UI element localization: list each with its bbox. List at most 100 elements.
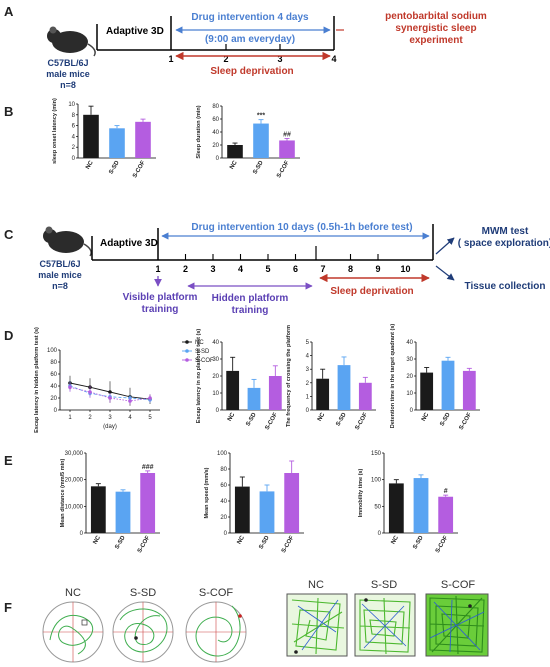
chart-b1-category-label: S-COF	[132, 160, 147, 179]
c-n: n=8	[52, 281, 68, 291]
a-tick-1: 1	[168, 54, 173, 64]
c-tick-label: 9	[375, 264, 380, 274]
a-n: n=8	[60, 80, 76, 90]
chart-d3-ytick-label: 0	[306, 408, 310, 414]
chart-d4-category-label: NC	[421, 411, 431, 422]
c-tick-label: 1	[155, 264, 160, 274]
chart-b2-ylabel: Sleep duration (min)	[196, 105, 202, 158]
chart-d1-point-s-cof	[88, 390, 92, 394]
chart-b1-ytick-label: 8	[72, 113, 76, 119]
c-tick-label: 10	[400, 264, 410, 274]
chart-d2-bar-s-sd	[247, 387, 261, 410]
chart-d1-point-s-cof	[148, 396, 152, 400]
chart-d1-ytick-label: 0	[54, 408, 58, 414]
chart-d2-ytick-label: 40	[212, 340, 219, 346]
chart-d2-ytick-label: 20	[212, 374, 219, 380]
chart-d4-bar-nc	[420, 372, 434, 410]
chart-e1-ylabel: Mean distance (mm/5 min)	[60, 458, 66, 527]
chart-b2-ytick-label: 40	[212, 130, 219, 136]
panel-label-a: A	[4, 4, 14, 19]
chart-b1-bar-s-cof	[135, 121, 151, 158]
chart-d4-detention-time: 0 10 20 30 40 Detention time in the target qu…	[390, 324, 480, 431]
chart-d1-ylabel: Escap latency in hidden platform test (s…	[34, 327, 40, 433]
a-sleep-dep: Sleep deprivation	[210, 66, 293, 77]
chart-d1-ytick-label: 60	[50, 372, 57, 378]
chart-e3-category-label: S-SD	[412, 534, 425, 550]
chart-d3-crossing-frequency: 0 1 2 3 4 5 The frequency of crossing the plat…	[286, 325, 376, 431]
chart-d2-ytick-label: 10	[212, 391, 219, 397]
chart-d4-category-label: S-COF	[459, 412, 474, 431]
chart-d1-xtick-label: 2	[88, 415, 92, 421]
chart-e3-ytick-label: 150	[371, 451, 382, 457]
chart-d1-legend-label: S-SD	[195, 349, 210, 355]
chart-d3-ytick-label: 3	[306, 367, 310, 373]
chart-d1-xtick-label: 4	[128, 415, 132, 421]
chart-b1-ytick-label: 2	[72, 145, 76, 151]
chart-e2-ylabel: Mean speed (mm/s)	[204, 467, 210, 518]
chart-d3-ytick-label: 5	[306, 340, 310, 346]
chart-e2-ytick-label: 60	[220, 483, 227, 489]
trajectory-circle-ssd	[112, 601, 174, 663]
chart-d1-xtick-label: 1	[68, 415, 72, 421]
chart-e1-category-label: S-SD	[114, 534, 127, 550]
chart-b2-ytick-label: 60	[212, 117, 219, 123]
chart-e3-bar-s-cof	[438, 496, 454, 533]
chart-e3-category-label: S-COF	[435, 535, 450, 554]
chart-e2-ytick-label: 100	[217, 451, 228, 457]
chart-d4-category-label: S-SD	[439, 411, 452, 427]
chart-e2-bar-s-cof	[284, 473, 300, 533]
chart-b2-sig-marker: ***	[257, 113, 265, 120]
chart-b2-category-label: S-SD	[252, 159, 265, 175]
chart-e3-ylabel: Immobility time (s)	[358, 469, 364, 518]
chart-d1-ytick-label: 100	[47, 348, 58, 354]
c-drug: Drug intervention 10 days (0.5h-1h befor…	[191, 222, 412, 233]
chart-d3-ytick-label: 2	[306, 381, 310, 387]
chart-d3-category-label: S-SD	[335, 411, 348, 427]
c-visible-2: training	[142, 304, 179, 315]
chart-d1-ytick-label: 40	[50, 384, 57, 390]
chart-d1-legend-marker	[185, 340, 189, 344]
chart-d2-ytick-label: 0	[216, 408, 220, 414]
f-square-label-scof: S-COF	[441, 579, 476, 591]
chart-e2-bar-s-sd	[259, 491, 275, 533]
panel-label-b: B	[4, 104, 13, 119]
chart-d2-ytick-label: 30	[212, 357, 219, 363]
c-strain: C57BL/6J	[39, 259, 80, 269]
a-outcome-1: pentobarbital sodium	[385, 11, 487, 22]
chart-d4-ytick-label: 30	[406, 357, 413, 363]
chart-d1-point-nc	[108, 390, 112, 394]
chart-b2-ytick-label: 0	[216, 156, 220, 162]
chart-e1-sig-marker: ###	[142, 464, 154, 471]
chart-d3-ytick-label: 1	[306, 394, 310, 400]
c-adaptive: Adaptive 3D	[100, 238, 158, 249]
chart-d1-escape-latency-hidden: 0 20 40 60 80 100 Escap latency in hidden plat…	[34, 327, 214, 433]
chart-b1-sleep-onset-latency: 0 2 4 6 8 10 sleep onset latency (min) NC S-SD S-…	[52, 98, 156, 179]
c-mice: male mice	[38, 270, 82, 280]
c-tissue: Tissue collection	[465, 281, 546, 292]
chart-e2-category-label: S-COF	[281, 535, 296, 554]
chart-d1-ytick-label: 80	[50, 360, 57, 366]
chart-b2-category-label: NC	[229, 159, 239, 170]
chart-b1-ytick-label: 4	[72, 134, 76, 140]
chart-d3-bar-s-sd	[337, 365, 351, 410]
chart-b2-bar-s-cof	[279, 140, 295, 158]
f-circle-label-ssd: S-SD	[130, 587, 156, 599]
chart-b2-sig-marker: ##	[283, 132, 291, 139]
chart-d3-ylabel: The frequency of crossing the platform	[286, 325, 292, 427]
a-drug-time: (9:00 am everyday)	[205, 34, 295, 45]
chart-e2-category-label: NC	[237, 534, 247, 545]
chart-d4-ytick-label: 10	[406, 391, 413, 397]
chart-b2-ytick-label: 80	[212, 104, 219, 110]
chart-d3-bar-nc	[316, 378, 330, 410]
a-tick-4: 4	[331, 54, 336, 64]
mouse-icon	[43, 226, 92, 257]
f-square-label-ssd: S-SD	[371, 579, 397, 591]
f-square-label-nc: NC	[308, 579, 324, 591]
chart-d2-category-label: S-SD	[245, 411, 258, 427]
chart-d4-bar-s-cof	[462, 370, 476, 410]
chart-e3-ytick-label: 50	[374, 504, 381, 510]
chart-e1-bar-nc	[90, 486, 106, 533]
trajectory-square-scof	[425, 593, 489, 657]
chart-b2-sleep-duration: 0 20 40 60 80 Sleep duration (min) NC *** S-SD ##…	[196, 104, 300, 179]
